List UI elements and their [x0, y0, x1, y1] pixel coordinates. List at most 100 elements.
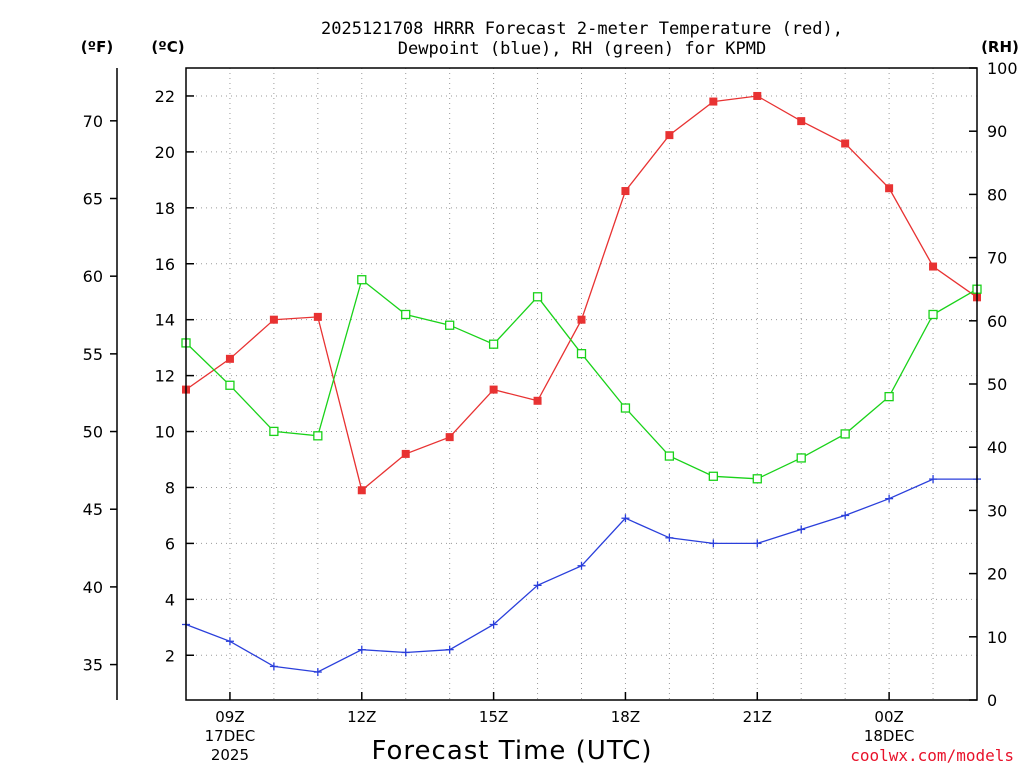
rh-tick-label: 40	[987, 438, 1007, 457]
dewpoint-point	[841, 511, 850, 520]
dewpoint-point	[577, 561, 586, 570]
fahrenheit-tick-label: 70	[83, 112, 103, 131]
fahrenheit-tick-label: 45	[83, 500, 103, 519]
rh-point	[576, 349, 587, 359]
year-label: 2025	[211, 746, 249, 764]
temperature-point	[269, 315, 278, 324]
dewpoint-point	[533, 581, 542, 590]
fahrenheit-tick-label: 35	[83, 656, 103, 675]
temperature-point	[489, 385, 498, 394]
dewpoint-point	[489, 620, 498, 629]
date-label: 18DEC	[864, 727, 915, 745]
celsius-tick-label: 2	[165, 646, 175, 665]
fahrenheit-axis: 35 40 45 50 55 60 65 70	[83, 112, 117, 675]
dewpoint-point	[709, 539, 718, 548]
celsius-tick-label: 4	[165, 590, 175, 609]
rh-point	[445, 320, 455, 330]
dewpoint-point	[225, 637, 234, 646]
temperature-point	[929, 262, 938, 271]
dewpoint-point	[269, 662, 278, 671]
fahrenheit-tick-label: 65	[83, 190, 103, 209]
dewpoint-point	[401, 648, 410, 657]
temperature-point	[665, 131, 674, 140]
temperature-point	[445, 433, 454, 442]
temperature-point	[797, 117, 806, 126]
celsius-tick-label: 14	[155, 311, 175, 330]
temperature-point	[313, 312, 322, 321]
temperature-point	[577, 315, 586, 324]
time-tick-label: 21Z	[743, 708, 772, 726]
rh-tick-label: 60	[987, 312, 1007, 331]
temperature-point	[533, 396, 542, 405]
rh-tick-label: 90	[987, 122, 1007, 141]
rh-point	[225, 380, 235, 390]
celsius-tick-label: 8	[165, 478, 175, 497]
rh-axis: 0 10 20 30 40 50 60 70 80 90 100	[969, 59, 1018, 710]
time-tick-label: 00Z	[874, 708, 903, 726]
rh-tick-label: 30	[987, 501, 1007, 520]
grid-lines	[186, 68, 977, 700]
fahrenheit-unit-label: (ºF)	[81, 38, 113, 56]
rh-point	[884, 391, 894, 402]
dewpoint-point	[885, 494, 894, 503]
rh-unit-label: (RH)	[981, 38, 1019, 56]
rh-tick-label: 50	[987, 375, 1007, 394]
rh-tick-label: 0	[987, 691, 997, 710]
dewpoint-point	[929, 475, 938, 484]
celsius-unit-label: (ºC)	[151, 38, 184, 56]
plot-frame	[185, 67, 978, 701]
rh-point	[488, 339, 499, 349]
temperature-point	[401, 449, 410, 458]
celsius-axis: 2 4 6 8 10 12 14 16 18 20 22	[155, 87, 194, 665]
rh-point	[532, 292, 543, 302]
dewpoint-point	[665, 533, 674, 542]
temperature-point	[753, 91, 762, 100]
rh-tick-label: 10	[987, 628, 1007, 647]
temperature-point	[885, 184, 894, 193]
dewpoint-point	[445, 645, 454, 654]
dewpoint-point	[357, 645, 366, 654]
rh-point	[269, 426, 279, 437]
x-axis-label: Forecast Time (UTC)	[371, 736, 652, 766]
chart-title-line2: Dewpoint (blue), RH (green) for KPMD	[398, 39, 766, 59]
time-tick-label: 15Z	[479, 708, 508, 726]
celsius-tick-label: 6	[165, 534, 175, 553]
celsius-tick-label: 20	[155, 143, 175, 162]
celsius-tick-label: 16	[155, 255, 175, 274]
dewpoint-point	[313, 668, 322, 677]
date-label: 17DEC	[205, 727, 256, 745]
rh-tick-label: 80	[987, 185, 1007, 204]
rh-point	[357, 275, 367, 285]
chart-title-line1: 2025121708 HRRR Forecast 2-meter Tempera…	[321, 19, 843, 39]
rh-point	[620, 403, 631, 413]
celsius-tick-label: 12	[155, 367, 175, 386]
dewpoint-point	[753, 539, 762, 548]
celsius-tick-label: 18	[155, 199, 175, 218]
rh-tick-label: 70	[987, 249, 1007, 268]
rh-tick-label: 100	[987, 59, 1018, 78]
temperature-point	[357, 486, 366, 495]
rh-tick-label: 20	[987, 565, 1007, 584]
rh-point	[401, 309, 411, 320]
fahrenheit-tick-label: 50	[83, 423, 103, 442]
fahrenheit-tick-label: 40	[83, 578, 103, 597]
celsius-tick-label: 10	[155, 423, 175, 442]
rh-point	[928, 309, 938, 320]
rh-point	[796, 453, 806, 463]
rh-point	[708, 471, 718, 481]
temperature-point	[225, 354, 234, 363]
time-tick-label: 18Z	[611, 708, 640, 726]
temperature-point	[621, 187, 630, 196]
time-tick-label: 12Z	[347, 708, 376, 726]
credit-link[interactable]: coolwx.com/models	[850, 746, 1014, 765]
time-tick-label: 09Z	[215, 708, 244, 726]
celsius-tick-label: 22	[155, 87, 175, 106]
dewpoint-point	[797, 525, 806, 534]
fahrenheit-tick-label: 55	[83, 345, 103, 364]
fahrenheit-tick-label: 60	[83, 267, 103, 286]
rh-point	[752, 474, 762, 484]
rh-point	[840, 429, 850, 439]
temperature-point	[841, 139, 850, 148]
